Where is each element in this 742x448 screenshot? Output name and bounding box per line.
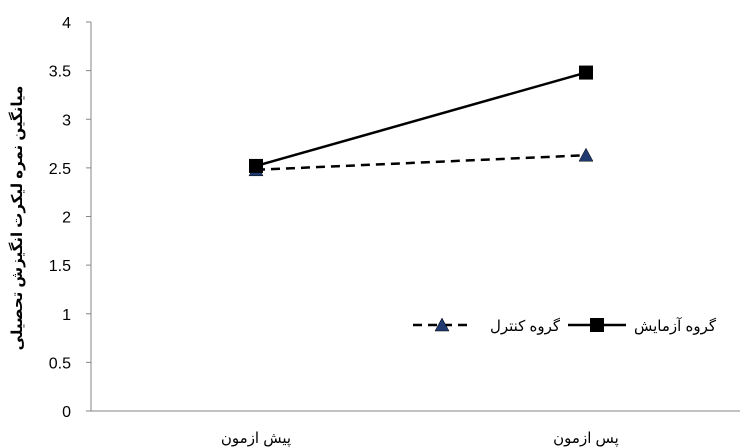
x-axis: پیش ازمون پس ازمون xyxy=(91,410,740,448)
legend-marker-control xyxy=(434,317,450,332)
y-tick-label: 2 xyxy=(62,210,71,227)
legend: گروه آزمایش گروه کنترل xyxy=(413,317,717,335)
y-tick-label: 2.5 xyxy=(49,161,71,178)
y-tick-label: 3.5 xyxy=(49,64,71,81)
series-experimental xyxy=(249,65,593,173)
legend-label-experimental: گروه آزمایش xyxy=(634,317,717,335)
x-tick-label: پیش ازمون xyxy=(221,430,291,448)
series-line xyxy=(255,71,587,168)
data-point xyxy=(578,147,594,162)
y-axis-label: میانگین نمره لیکرت انگیزش تحصیلی xyxy=(8,86,26,351)
y-tick-label: 1 xyxy=(62,307,71,324)
y-tick-label: 0.5 xyxy=(49,355,71,372)
series-line xyxy=(255,153,587,172)
data-point xyxy=(249,158,263,173)
y-axis: 0 0.5 1 1.5 2 2.5 3 3.5 4 xyxy=(49,15,92,421)
data-point xyxy=(579,65,593,80)
y-tick-label: 3 xyxy=(62,112,71,129)
y-tick-label: 0 xyxy=(62,404,71,421)
x-tick-label: پس ازمون xyxy=(553,430,619,448)
y-tick-label: 4 xyxy=(62,15,71,32)
series-layer xyxy=(248,65,594,177)
y-tick-label: 1.5 xyxy=(49,258,71,275)
legend-label-control: گروه کنترل xyxy=(490,317,561,335)
legend-marker-experimental xyxy=(590,318,604,332)
